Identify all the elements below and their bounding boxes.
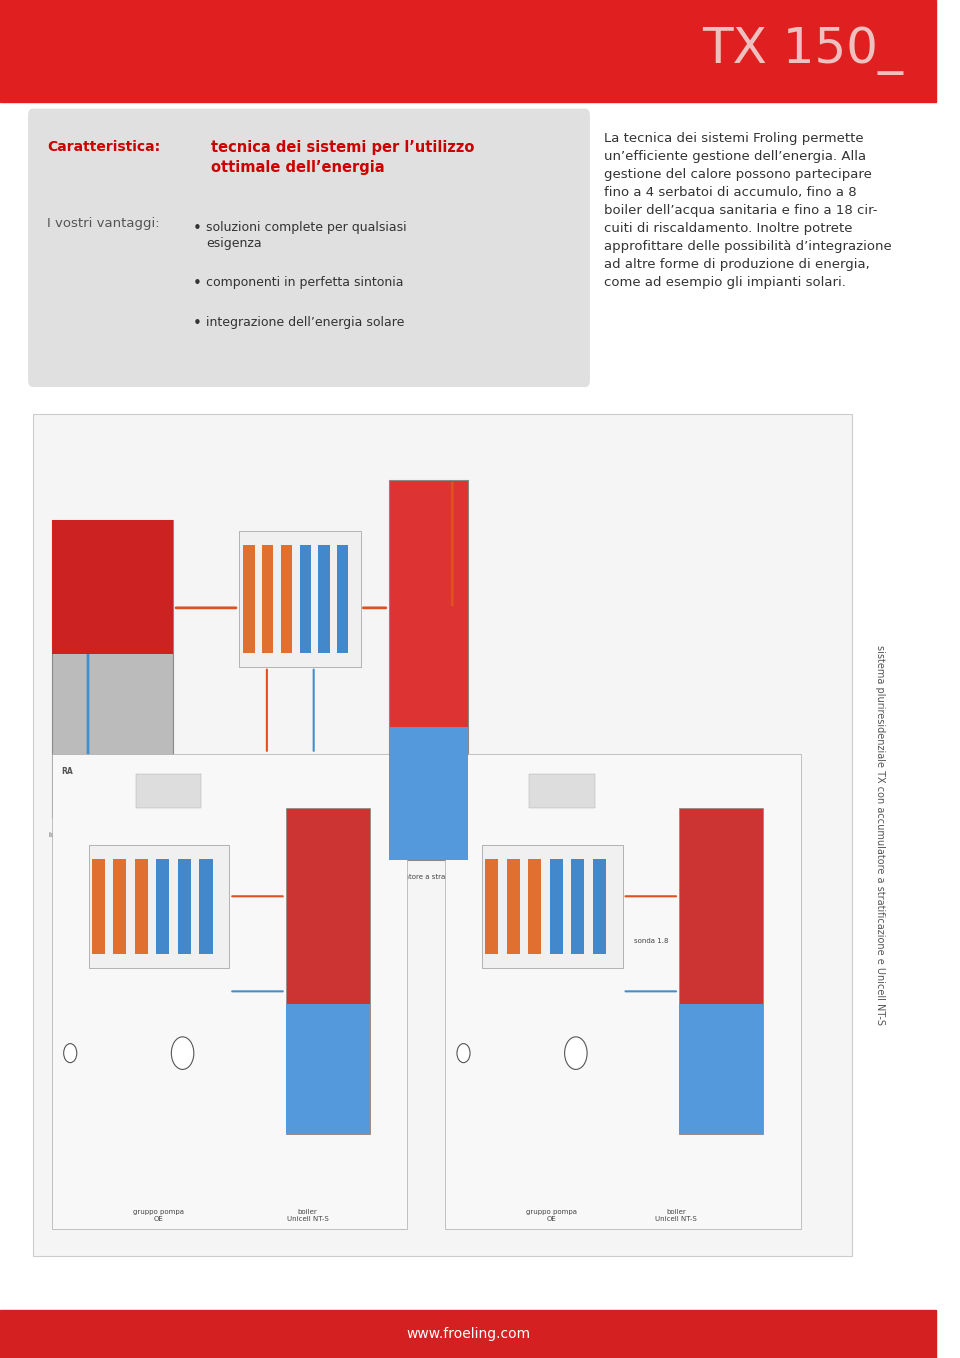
Bar <box>571 860 585 953</box>
Bar <box>389 728 468 861</box>
Circle shape <box>63 1044 77 1062</box>
Text: TX 150_: TX 150_ <box>703 27 903 75</box>
Text: boiler
Unicell NT-S: boiler Unicell NT-S <box>655 1209 697 1222</box>
Text: integrazione dell’energia solare: integrazione dell’energia solare <box>206 316 404 330</box>
Text: I vostri vantaggi:: I vostri vantaggi: <box>47 217 159 231</box>
Bar <box>482 845 623 967</box>
Circle shape <box>171 1038 194 1070</box>
Text: boiler
Unicell NT-S: boiler Unicell NT-S <box>287 1209 328 1222</box>
Bar <box>550 860 563 953</box>
Bar <box>529 774 594 808</box>
Bar <box>485 860 498 953</box>
Bar <box>281 545 292 653</box>
Text: RA: RA <box>454 767 466 777</box>
Bar <box>92 860 105 953</box>
Text: RA: RA <box>60 767 73 777</box>
Bar <box>389 481 468 861</box>
FancyBboxPatch shape <box>52 754 407 1229</box>
Bar <box>200 860 212 953</box>
Bar <box>178 860 191 953</box>
Bar <box>319 545 329 653</box>
Bar <box>679 1004 763 1134</box>
FancyBboxPatch shape <box>444 754 801 1229</box>
Text: soluzioni complete per qualsiasi
esigenza: soluzioni complete per qualsiasi esigenz… <box>206 221 407 250</box>
Text: •: • <box>192 221 202 236</box>
Bar <box>285 1004 370 1134</box>
Bar <box>337 545 348 653</box>
Bar <box>592 860 606 953</box>
Bar <box>113 860 127 953</box>
Bar <box>89 845 229 967</box>
Bar <box>507 860 519 953</box>
Bar <box>528 860 541 953</box>
Bar <box>156 860 170 953</box>
FancyBboxPatch shape <box>28 109 589 387</box>
Bar <box>52 520 173 819</box>
FancyBboxPatch shape <box>33 414 852 1256</box>
Text: gruppo pompa
OE: gruppo pompa OE <box>132 1209 183 1222</box>
Bar <box>0 0 936 102</box>
Text: •: • <box>192 276 202 291</box>
Text: componenti in perfetta sintonia: componenti in perfetta sintonia <box>206 276 403 289</box>
Text: sonda 1.8: sonda 1.8 <box>634 938 668 944</box>
Text: La tecnica dei sistemi Froling permette
un’efficiente gestione dell’energia. All: La tecnica dei sistemi Froling permette … <box>604 132 892 289</box>
Circle shape <box>457 1044 470 1062</box>
Text: •: • <box>192 316 202 331</box>
Bar <box>244 545 254 653</box>
Text: impianto di riscaldamento a cippato
TX100: impianto di riscaldamento a cippato TX10… <box>49 832 176 845</box>
Bar <box>239 531 361 667</box>
Bar <box>285 808 370 1134</box>
Text: tecnica dei sistemi per l’utilizzo
ottimale dell’energia: tecnica dei sistemi per l’utilizzo ottim… <box>210 140 474 175</box>
Bar <box>679 808 763 1134</box>
Circle shape <box>564 1038 588 1070</box>
Bar <box>300 545 311 653</box>
Text: sistema pluriresidenziale TX con accumulatore a stratificazione e Unicell NT-S: sistema pluriresidenziale TX con accumul… <box>876 645 885 1025</box>
Bar <box>262 545 274 653</box>
Bar <box>134 860 148 953</box>
Text: accumulatore a stratificazione: accumulatore a stratificazione <box>375 875 482 880</box>
Bar <box>0 1310 936 1358</box>
Text: www.froeling.com: www.froeling.com <box>406 1327 530 1342</box>
Bar <box>135 774 202 808</box>
Bar <box>52 520 173 655</box>
Text: gruppo pompa
OE: gruppo pompa OE <box>526 1209 577 1222</box>
Text: Caratteristica:: Caratteristica: <box>47 140 160 153</box>
